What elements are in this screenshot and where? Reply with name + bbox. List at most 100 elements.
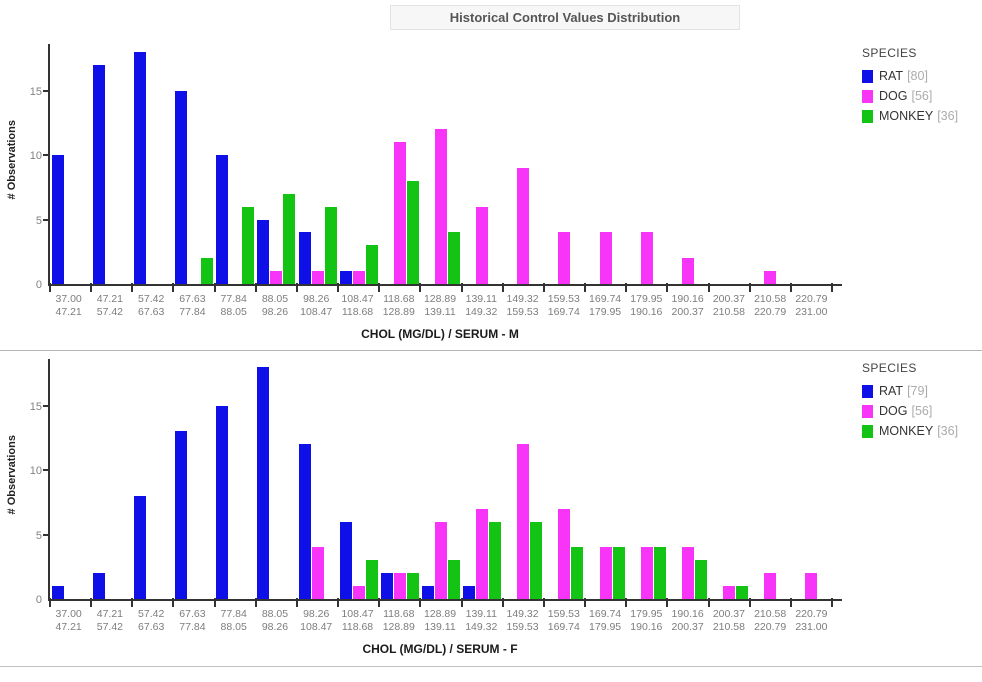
bar-dog[interactable]	[599, 232, 612, 284]
bar-monkey[interactable]	[447, 560, 460, 599]
bar-dog[interactable]	[476, 207, 489, 284]
bar-monkey[interactable]	[201, 258, 214, 284]
bar-slot	[447, 560, 460, 599]
y-tick-label: 5	[35, 214, 42, 227]
bar-dog[interactable]	[640, 232, 653, 284]
legend-items: RAT [79] DOG [56] MONKEY [36]	[862, 384, 958, 438]
bar-dog[interactable]	[517, 444, 530, 599]
histogram-bin	[297, 359, 338, 599]
legend-item-rat[interactable]: RAT [79]	[862, 384, 958, 398]
legend-item-monkey[interactable]: MONKEY [36]	[862, 424, 958, 438]
histogram-bin	[667, 44, 708, 284]
bar-dog[interactable]	[311, 547, 324, 599]
bar-dog[interactable]	[681, 258, 694, 284]
legend-item-monkey[interactable]: MONKEY [36]	[862, 109, 958, 123]
bar-rat[interactable]	[51, 586, 64, 599]
bar-slot	[133, 52, 146, 284]
bar-rat[interactable]	[339, 271, 352, 284]
histogram-bin	[338, 44, 379, 284]
bar-dog[interactable]	[270, 271, 283, 284]
bar-dog[interactable]	[640, 547, 653, 599]
bar-rat[interactable]	[133, 496, 146, 599]
bar-rat[interactable]	[92, 573, 105, 599]
page-title: Historical Control Values Distribution	[390, 5, 740, 30]
histogram-bin	[544, 44, 585, 284]
x-tick-mark	[748, 598, 751, 607]
bar-dog[interactable]	[764, 573, 777, 599]
bar-slot	[612, 547, 625, 599]
bar-monkey[interactable]	[571, 547, 584, 599]
bar-monkey[interactable]	[406, 573, 419, 599]
bar-dog[interactable]	[558, 509, 571, 599]
bar-monkey[interactable]	[283, 194, 296, 284]
bar-rat[interactable]	[92, 65, 105, 284]
bar-rat[interactable]	[175, 91, 188, 284]
bar-slot	[476, 509, 489, 599]
bar-dog[interactable]	[681, 547, 694, 599]
bar-dog[interactable]	[352, 586, 365, 599]
bar-monkey[interactable]	[447, 232, 460, 284]
bar-rat[interactable]	[421, 586, 434, 599]
x-bin-label: 179.95 190.16	[630, 293, 663, 319]
legend-species-name: DOG	[879, 89, 908, 103]
bar-dog[interactable]	[434, 129, 447, 284]
bar-monkey[interactable]	[612, 547, 625, 599]
bar-rat[interactable]	[133, 52, 146, 284]
bar-dog[interactable]	[476, 509, 489, 599]
x-tick-mark	[789, 283, 792, 292]
bar-dog[interactable]	[558, 232, 571, 284]
legend-title: SPECIES	[862, 46, 917, 60]
bar-rat[interactable]	[339, 522, 352, 599]
bar-rat[interactable]	[257, 367, 270, 599]
bar-dog[interactable]	[517, 168, 530, 284]
legend-item-dog[interactable]: DOG [56]	[862, 404, 958, 418]
y-tick-label: 10	[29, 150, 42, 163]
y-tick-label: 15	[29, 85, 42, 98]
bar-monkey[interactable]	[653, 547, 666, 599]
bar-monkey[interactable]	[324, 207, 337, 284]
bar-monkey[interactable]	[365, 560, 378, 599]
bar-rat[interactable]	[216, 155, 229, 284]
bar-dog[interactable]	[352, 271, 365, 284]
x-tick-mark	[789, 598, 792, 607]
bar-dog[interactable]	[723, 586, 736, 599]
legend-item-rat[interactable]: RAT [80]	[862, 69, 958, 83]
bar-monkey[interactable]	[242, 207, 255, 284]
bar-rat[interactable]	[380, 573, 393, 599]
bar-monkey[interactable]	[694, 560, 707, 599]
x-bin-label: 37.00 47.21	[55, 293, 82, 319]
legend-item-dog[interactable]: DOG [56]	[862, 89, 958, 103]
bar-dog[interactable]	[311, 271, 324, 284]
bar-monkey[interactable]	[530, 522, 543, 599]
x-bin-label: 57.42 67.63	[138, 608, 165, 634]
bar-monkey[interactable]	[489, 522, 502, 599]
x-tick-mark	[501, 598, 504, 607]
bar-dog[interactable]	[764, 271, 777, 284]
bar-rat[interactable]	[175, 431, 188, 599]
bar-monkey[interactable]	[365, 245, 378, 284]
bar-rat[interactable]	[463, 586, 476, 599]
histogram-bin	[338, 359, 379, 599]
x-bin-label: 159.53 169.74	[547, 608, 580, 634]
bar-dog[interactable]	[393, 573, 406, 599]
bar-slot	[133, 496, 146, 599]
bar-rat[interactable]	[298, 444, 311, 599]
histogram-bin	[503, 359, 544, 599]
bar-rat[interactable]	[51, 155, 64, 284]
bar-monkey[interactable]	[406, 181, 419, 284]
bar-slot	[216, 406, 229, 599]
bar-rat[interactable]	[216, 406, 229, 599]
x-bin-label: 220.79 231.00	[795, 293, 828, 319]
bar-rat[interactable]	[298, 232, 311, 284]
y-tick-label: 5	[35, 529, 42, 542]
bar-dog[interactable]	[599, 547, 612, 599]
bar-slot	[175, 91, 188, 284]
bar-dog[interactable]	[434, 522, 447, 599]
bar-slot	[311, 547, 324, 599]
bar-monkey[interactable]	[736, 586, 749, 599]
bar-dog[interactable]	[393, 142, 406, 284]
bar-rat[interactable]	[257, 220, 270, 284]
bar-dog[interactable]	[805, 573, 818, 599]
x-bin-label: 98.26 108.47	[300, 608, 333, 634]
histogram-bin	[420, 359, 461, 599]
